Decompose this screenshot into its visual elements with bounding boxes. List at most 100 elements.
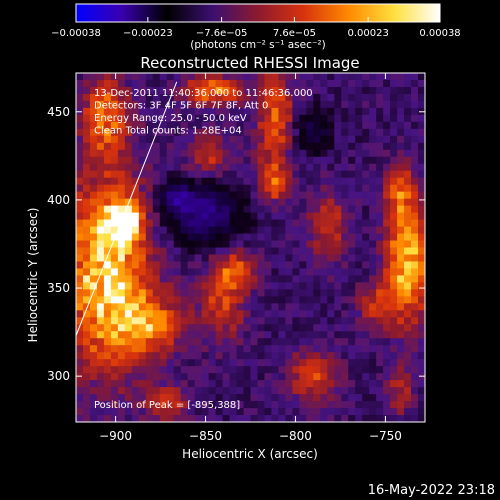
heatmap-cell (257, 289, 266, 297)
heatmap-cell (355, 121, 363, 130)
heatmap-cell (369, 100, 377, 109)
heatmap-cell (376, 100, 384, 109)
heatmap-cell (82, 226, 91, 235)
heatmap-cell (362, 296, 370, 304)
heatmap-cell (117, 184, 126, 193)
heatmap-cell (124, 275, 133, 283)
heatmap-cell (103, 121, 112, 130)
heatmap-cell (418, 282, 425, 290)
heatmap-cell (222, 184, 231, 193)
heatmap-cell (264, 128, 273, 137)
heatmap-cell (334, 233, 342, 242)
heatmap-cell (306, 205, 314, 214)
heatmap-cell (313, 352, 321, 360)
heatmap-cell (257, 205, 266, 214)
heatmap-cell (145, 268, 154, 277)
heatmap-cell (208, 359, 217, 367)
heatmap-cell (362, 387, 370, 395)
heatmap-cell (180, 191, 189, 200)
x-tick-label: −750 (369, 429, 402, 443)
heatmap-cell (327, 261, 335, 270)
heatmap-cell (390, 107, 398, 116)
heatmap-cell (362, 121, 370, 130)
heatmap-cell (194, 268, 203, 277)
heatmap-cell (152, 275, 161, 283)
heatmap-cell (264, 226, 273, 235)
heatmap-cell (166, 352, 175, 360)
heatmap-cell (194, 170, 203, 179)
heatmap-cell (89, 114, 98, 123)
heatmap-cell (271, 394, 280, 402)
heatmap-cell (131, 149, 140, 158)
heatmap-cell (250, 142, 259, 151)
heatmap-cell (383, 387, 391, 395)
heatmap-cell (117, 191, 126, 200)
heatmap-cell (96, 191, 105, 200)
heatmap-cell (229, 114, 238, 123)
heatmap-cell (327, 156, 335, 165)
heatmap-cell (82, 380, 91, 388)
heatmap-cell (229, 240, 238, 249)
heatmap-cell (348, 359, 356, 367)
heatmap-cell (327, 401, 335, 409)
heatmap-cell (131, 366, 140, 374)
heatmap-cell (201, 184, 210, 193)
heatmap-cell (201, 114, 210, 123)
heatmap-image (76, 73, 425, 422)
heatmap-cell (236, 387, 245, 395)
heatmap-cell (145, 254, 154, 263)
heatmap-cell (243, 296, 252, 304)
heatmap-cell (236, 345, 245, 353)
heatmap-cell (264, 240, 273, 249)
heatmap-cell (194, 198, 203, 207)
heatmap-cell (124, 331, 133, 339)
heatmap-cell (76, 380, 84, 388)
heatmap-cell (159, 100, 168, 109)
heatmap-cell (236, 163, 245, 172)
heatmap-cell (159, 296, 168, 304)
heatmap-cell (306, 135, 314, 144)
heatmap-cell (152, 233, 161, 242)
heatmap-cell (299, 366, 307, 374)
heatmap-cell (222, 142, 231, 151)
heatmap-cell (89, 100, 98, 109)
heatmap-cell (348, 415, 356, 422)
heatmap-cell (313, 128, 321, 137)
heatmap-cell (362, 184, 370, 193)
heatmap-cell (145, 205, 154, 214)
heatmap-cell (383, 261, 391, 270)
heatmap-cell (194, 240, 203, 249)
heatmap-cell (292, 415, 300, 422)
heatmap-cell (180, 128, 189, 137)
heatmap-cell (103, 219, 112, 228)
heatmap-cell (152, 254, 161, 263)
heatmap-cell (369, 247, 377, 256)
heatmap-cell (243, 380, 252, 388)
heatmap-cell (76, 226, 84, 235)
heatmap-cell (159, 282, 168, 290)
heatmap-cell (390, 240, 398, 249)
heatmap-cell (418, 226, 425, 235)
heatmap-cell (341, 331, 349, 339)
heatmap-cell (292, 303, 300, 311)
heatmap-cell (82, 359, 91, 367)
heatmap-cell (292, 86, 300, 95)
heatmap-cell (334, 317, 342, 325)
heatmap-cell (278, 373, 286, 381)
heatmap-cell (264, 317, 273, 325)
heatmap-cell (376, 254, 384, 263)
heatmap-cell (376, 310, 384, 318)
heatmap-cell (313, 191, 321, 200)
heatmap-cell (103, 170, 112, 179)
heatmap-cell (264, 107, 273, 116)
heatmap-cell (418, 79, 425, 88)
heatmap-cell (236, 317, 245, 325)
heatmap-cell (418, 135, 425, 144)
heatmap-cell (180, 254, 189, 263)
heatmap-cell (208, 373, 217, 381)
heatmap-cell (124, 114, 133, 123)
heatmap-cell (355, 163, 363, 172)
heatmap-cell (376, 135, 384, 144)
heatmap-cell (173, 247, 182, 256)
heatmap-cell (103, 205, 112, 214)
